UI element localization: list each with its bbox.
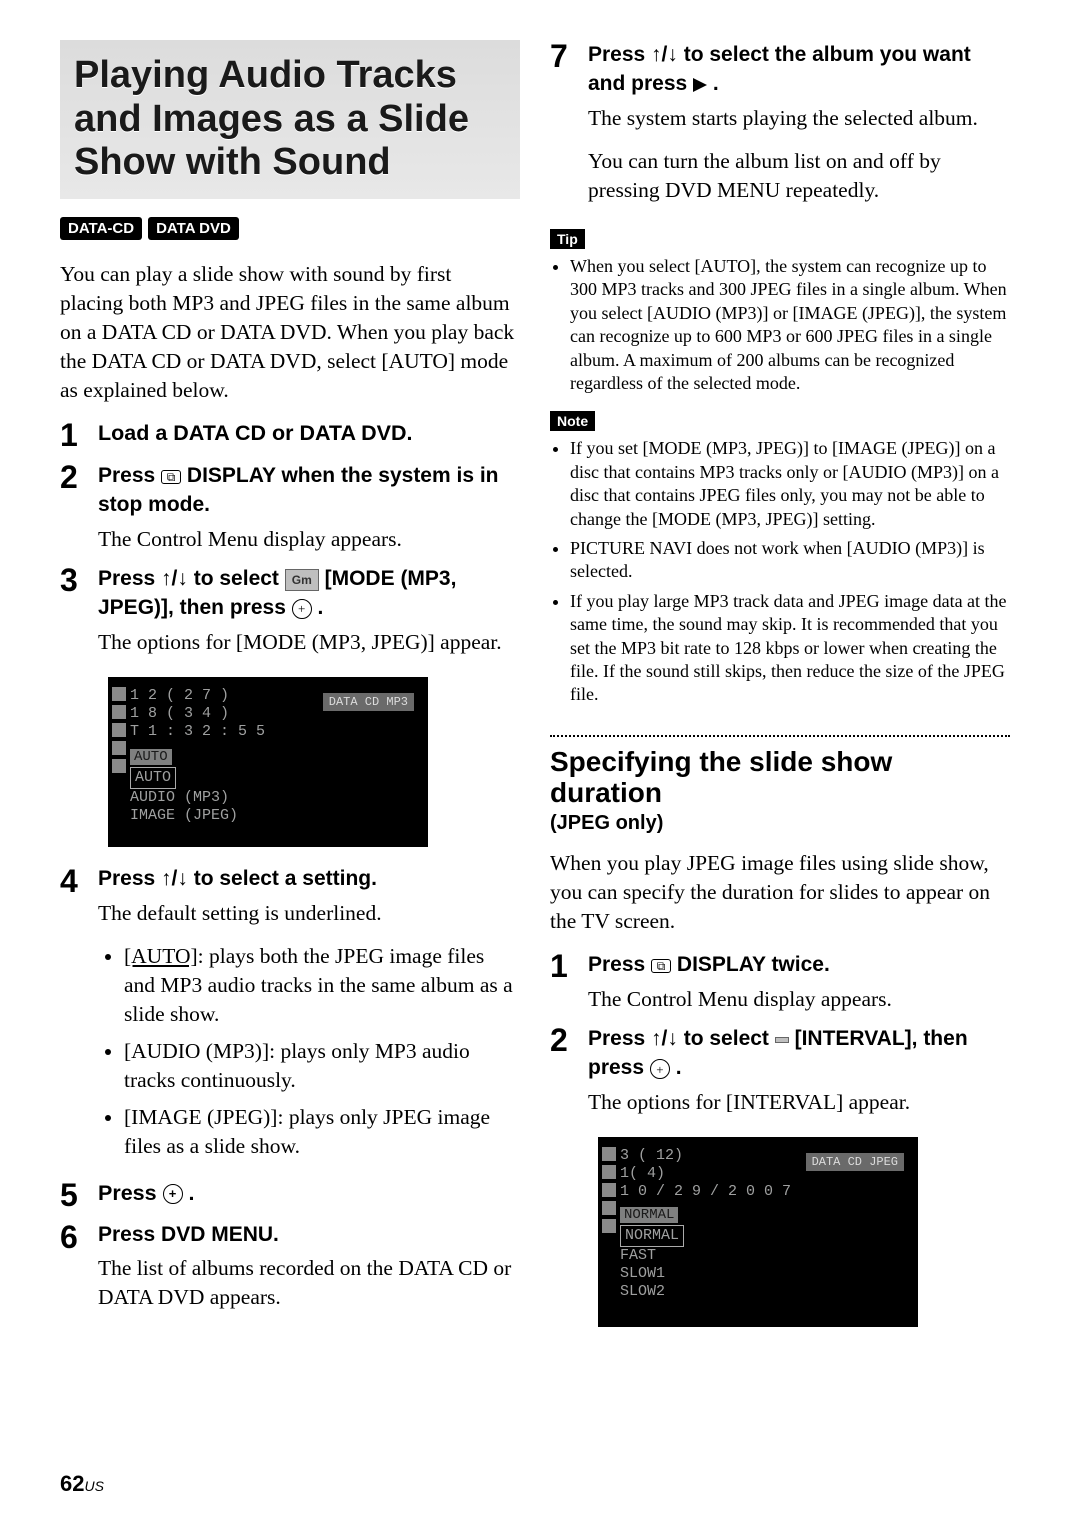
section-heading: Specifying the slide show duration bbox=[550, 747, 1010, 809]
step-4-options: [AUTO]: plays both the JPEG image files … bbox=[114, 942, 520, 1161]
step-3: 3 Press ↑/↓ to select Gm [MODE (MP3, JPE… bbox=[60, 564, 520, 657]
osd-option: IMAGE (JPEG) bbox=[130, 807, 418, 825]
osd-line: T 1 : 3 2 : 5 5 bbox=[130, 723, 418, 741]
rstep-2-text-a: Press ↑/↓ to select bbox=[588, 1027, 775, 1050]
on-screen-display-1: DATA CD MP3 1 2 ( 2 7 ) 1 8 ( 3 4 ) T 1 … bbox=[108, 677, 428, 847]
note-item: If you set [MODE (MP3, JPEG)] to [IMAGE … bbox=[570, 437, 1010, 531]
step-7-desc-1: The system starts playing the selected a… bbox=[588, 104, 1010, 133]
step-2-desc: The Control Menu display appears. bbox=[98, 525, 520, 554]
step-number: 4 bbox=[60, 865, 86, 1168]
osd-option: AUDIO (MP3) bbox=[130, 789, 418, 807]
badge-data-dvd: DATA DVD bbox=[148, 217, 239, 240]
step-6: 6 Press DVD MENU. The list of albums rec… bbox=[60, 1221, 520, 1312]
tip-badge: Tip bbox=[550, 229, 585, 249]
note-item: If you play large MP3 track data and JPE… bbox=[570, 590, 1010, 707]
osd-option: SLOW2 bbox=[620, 1283, 908, 1301]
display-button-icon: ⧉ bbox=[651, 959, 671, 973]
step-number: 3 bbox=[60, 564, 86, 657]
step-7: 7 Press ↑/↓ to select the album you want… bbox=[550, 40, 1010, 219]
osd-sidebar-icons bbox=[602, 1147, 616, 1233]
main-heading-block: Playing Audio Tracks and Images as a Sli… bbox=[60, 40, 520, 199]
step-3-desc: The options for [MODE (MP3, JPEG)] appea… bbox=[98, 628, 520, 657]
mode-menu-icon: Gm bbox=[285, 569, 319, 591]
badge-data-cd: DATA-CD bbox=[60, 217, 142, 240]
note-badge: Note bbox=[550, 411, 595, 431]
section-intro: When you play JPEG image files using sli… bbox=[550, 849, 1010, 936]
osd-option: SLOW1 bbox=[620, 1265, 908, 1283]
step-1-text: Load a DATA CD or DATA DVD. bbox=[98, 419, 520, 451]
step-7-desc-2: You can turn the album list on and off b… bbox=[588, 147, 1010, 205]
page-number: 62US bbox=[60, 1471, 104, 1497]
osd-line: 3 ( 12) bbox=[620, 1147, 908, 1165]
step-number: 7 bbox=[550, 40, 576, 219]
tip-list: When you select [AUTO], the system can r… bbox=[550, 255, 1010, 401]
step-7-text-a: Press ↑/↓ to select the album you want a… bbox=[588, 43, 971, 95]
section-subheading: (JPEG only) bbox=[550, 812, 1010, 835]
osd-line: 1( 4) bbox=[620, 1165, 908, 1183]
step-1: 1 Load a DATA CD or DATA DVD. bbox=[60, 419, 520, 451]
intro-paragraph: You can play a slide show with sound by … bbox=[60, 260, 520, 405]
rstep-1-text-b: DISPLAY twice. bbox=[671, 953, 830, 976]
step-number: 2 bbox=[60, 461, 86, 554]
play-icon bbox=[693, 78, 707, 92]
step-4: 4 Press ↑/↓ to select a setting. The def… bbox=[60, 865, 520, 1168]
step-3-text-a: Press ↑/↓ to select bbox=[98, 567, 285, 590]
step-number: 2 bbox=[550, 1024, 576, 1117]
osd-line: 1 8 ( 3 4 ) bbox=[130, 705, 418, 723]
main-heading: Playing Audio Tracks and Images as a Sli… bbox=[74, 54, 506, 185]
right-column: 7 Press ↑/↓ to select the album you want… bbox=[550, 40, 1010, 1345]
step-6-desc: The list of albums recorded on the DATA … bbox=[98, 1254, 520, 1312]
step-number: 5 bbox=[60, 1179, 86, 1211]
step-4-text: Press ↑/↓ to select a setting. bbox=[98, 865, 520, 892]
osd-highlight: AUTO bbox=[130, 749, 172, 765]
enter-button-icon: + bbox=[292, 599, 312, 619]
osd-option: AUTO bbox=[135, 769, 171, 787]
tip-item: When you select [AUTO], the system can r… bbox=[570, 255, 1010, 395]
enter-button-icon: + bbox=[650, 1059, 670, 1079]
display-button-icon: ⧉ bbox=[161, 470, 181, 484]
rstep-1-desc: The Control Menu display appears. bbox=[588, 985, 1010, 1014]
option-auto: [AUTO]: plays both the JPEG image files … bbox=[124, 942, 520, 1029]
section-divider bbox=[550, 735, 1010, 737]
option-image-jpeg: [IMAGE (JPEG)]: plays only JPEG image fi… bbox=[124, 1103, 520, 1161]
note-list: If you set [MODE (MP3, JPEG)] to [IMAGE … bbox=[550, 437, 1010, 712]
osd-sidebar-icons bbox=[112, 687, 126, 773]
step-2: 2 Press ⧉ DISPLAY when the system is in … bbox=[60, 461, 520, 554]
step-number: 1 bbox=[60, 419, 86, 451]
left-column: Playing Audio Tracks and Images as a Sli… bbox=[60, 40, 520, 1345]
enter-button-icon: + bbox=[163, 1184, 183, 1204]
option-audio-mp3: [AUDIO (MP3)]: plays only MP3 audio trac… bbox=[124, 1037, 520, 1095]
note-item: PICTURE NAVI does not work when [AUDIO (… bbox=[570, 537, 1010, 584]
rstep-1-text-a: Press bbox=[588, 953, 651, 976]
step-number: 1 bbox=[550, 950, 576, 1014]
osd-option: FAST bbox=[620, 1247, 908, 1265]
rstep-2: 2 Press ↑/↓ to select [INTERVAL], then p… bbox=[550, 1024, 1010, 1117]
rstep-1: 1 Press ⧉ DISPLAY twice. The Control Men… bbox=[550, 950, 1010, 1014]
osd-line: 1 2 ( 2 7 ) bbox=[130, 687, 418, 705]
step-2-text-a: Press bbox=[98, 464, 161, 487]
step-6-text: Press DVD MENU. bbox=[98, 1221, 520, 1248]
step-4-desc: The default setting is underlined. bbox=[98, 899, 520, 928]
osd-option: NORMAL bbox=[625, 1227, 679, 1245]
step-number: 6 bbox=[60, 1221, 86, 1312]
osd-highlight: NORMAL bbox=[620, 1207, 678, 1223]
step-5-text: Press bbox=[98, 1181, 163, 1205]
osd-line: 1 0 / 2 9 / 2 0 0 7 bbox=[620, 1183, 908, 1201]
step-5: 5 Press + . bbox=[60, 1179, 520, 1211]
rstep-2-desc: The options for [INTERVAL] appear. bbox=[588, 1088, 1010, 1117]
interval-menu-icon bbox=[775, 1037, 789, 1043]
format-badges: DATA-CD DATA DVD bbox=[60, 217, 520, 240]
on-screen-display-2: DATA CD JPEG 3 ( 12) 1( 4) 1 0 / 2 9 / 2… bbox=[598, 1137, 918, 1327]
